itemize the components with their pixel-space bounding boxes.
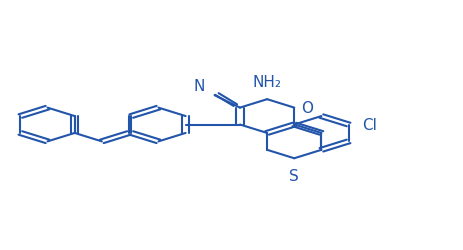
- Text: Cl: Cl: [362, 118, 376, 132]
- Text: O: O: [300, 101, 313, 116]
- Text: N: N: [194, 78, 205, 93]
- Text: NH₂: NH₂: [252, 75, 281, 90]
- Text: S: S: [289, 168, 299, 184]
